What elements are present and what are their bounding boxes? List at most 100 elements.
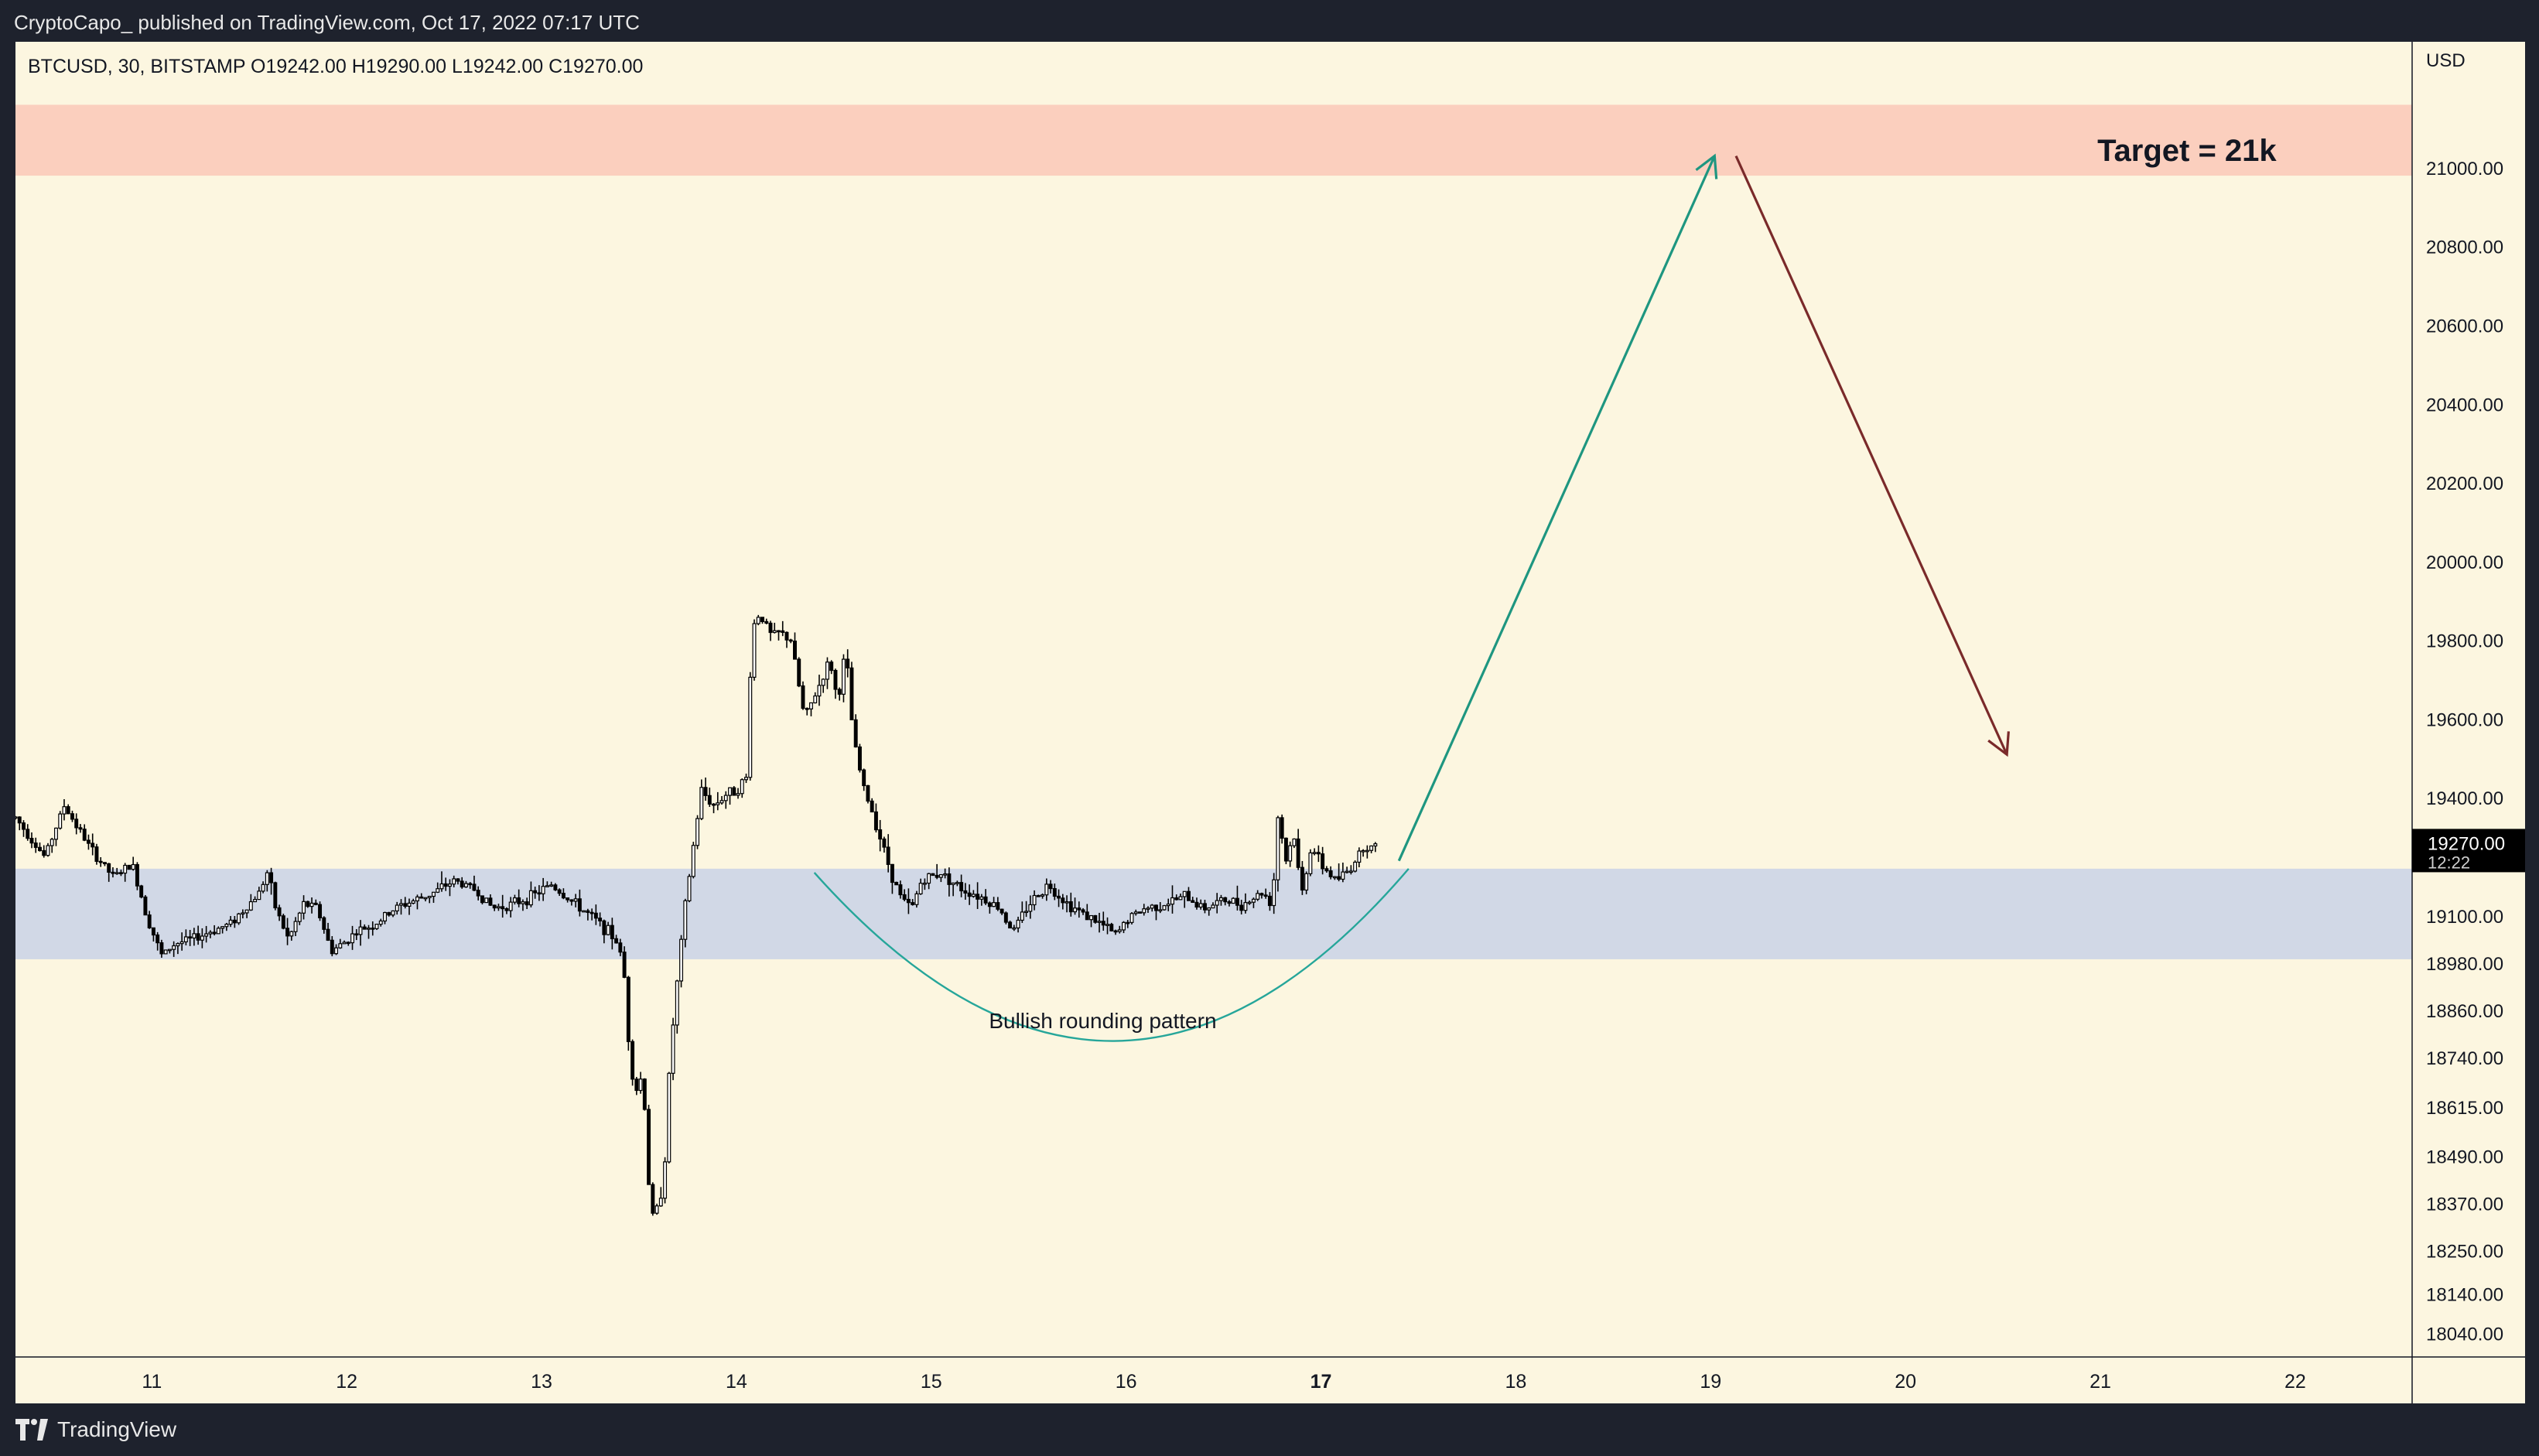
candle-body [545,885,549,887]
candle-body [1243,902,1248,911]
tradingview-logo[interactable]: TradingView [15,1417,176,1442]
candle-body [658,1198,663,1207]
time-tick-label: 21 [2090,1371,2111,1393]
publisher-bar: CryptoCapo_ published on TradingView.com… [0,0,2539,42]
candle-body [911,902,915,905]
candle-body [654,1205,659,1214]
candle-body [1231,897,1235,904]
candle-body [1316,852,1321,855]
candle-body [322,917,326,930]
candle-body [687,876,692,901]
candle-body [1198,903,1203,908]
candle-body [943,873,948,876]
candle-body [143,896,148,916]
candle-body [415,896,419,902]
candle-body [1182,890,1187,897]
candle-body [411,900,415,904]
candle-body [1256,893,1260,900]
candle-body [1020,911,1024,921]
candle-body [566,897,570,901]
candle-body [712,803,716,806]
candle-body [756,617,760,624]
candle-body [1024,911,1029,914]
candle-body [378,920,383,925]
candle-body [183,936,188,943]
candle-body [553,884,558,890]
candle-body [399,903,403,906]
candle-body [829,661,834,672]
candle-body [805,707,809,710]
candle-body [354,933,359,936]
candle-body [135,863,139,887]
candle-body [898,884,903,896]
candle-body [866,784,870,802]
candle-body [1369,845,1374,851]
candle-body [1332,876,1337,879]
price-tick-label: 19100.00 [2426,907,2503,928]
candle-body [528,890,533,906]
candle-body [1361,849,1365,853]
candle-body [1117,929,1122,932]
candle-body [955,882,959,884]
price-tick-label: 18980.00 [2426,954,2503,975]
candle-body [642,1078,647,1110]
candle-body [1048,884,1053,890]
candle-body [1129,913,1134,923]
candle-body [86,839,91,844]
chart-area[interactable]: Bullish rounding pattern Target = 21k BTCU… [15,42,2525,1403]
candle-body [33,842,38,848]
candle-body [220,926,225,929]
candle-body [419,896,424,899]
time-tick-label: 17 [1311,1371,1332,1393]
candle-body [675,980,679,1026]
candle-body [906,898,911,904]
candle-body [293,921,298,932]
candle-body [447,884,452,887]
candle-body [1288,845,1293,862]
candle-body [959,882,964,892]
candle-body [1174,897,1179,901]
candle-body [862,769,866,787]
candle-body [1085,911,1089,921]
candle-body [1283,837,1288,862]
candle-timer: 12:22 [2428,853,2470,872]
candle-body [1263,894,1268,897]
candle-body [1028,904,1033,912]
candle-body [371,928,375,930]
candle-body [586,910,590,913]
candle-body [313,902,318,905]
candle-body [139,885,144,898]
candle-body [342,942,347,945]
price-tick-label: 18140.00 [2426,1285,2503,1306]
candle-body [1280,817,1284,839]
price-tick-label: 20000.00 [2426,552,2503,573]
candle-body [1345,870,1349,873]
candle-body [127,864,132,870]
candle-body [699,787,704,819]
candle-body [208,931,213,935]
candle-body [801,685,805,709]
candle-body [781,630,785,633]
candle-body [318,904,323,918]
candle-body [62,806,67,815]
candle-body [285,928,290,937]
candle-body [918,883,923,894]
candle-body [691,845,695,877]
candle-body [362,926,367,930]
candle-body [1122,921,1126,931]
candle-body [610,925,614,939]
candle-body [1276,817,1280,880]
price-chart[interactable]: Bullish rounding pattern Target = 21k BTCU… [15,42,2525,1403]
candle-body [1296,838,1300,868]
candle-body [1186,890,1191,901]
candle-body [1089,914,1094,921]
candle-body [882,838,887,848]
price-tick-label: 18370.00 [2426,1194,2503,1215]
candle-body [1154,904,1158,911]
candle-body [1138,911,1142,914]
candle-body [257,890,261,901]
candle-body [1032,894,1037,906]
candle-body [484,897,489,904]
candle-body [1353,861,1358,872]
candle-body [330,939,334,955]
